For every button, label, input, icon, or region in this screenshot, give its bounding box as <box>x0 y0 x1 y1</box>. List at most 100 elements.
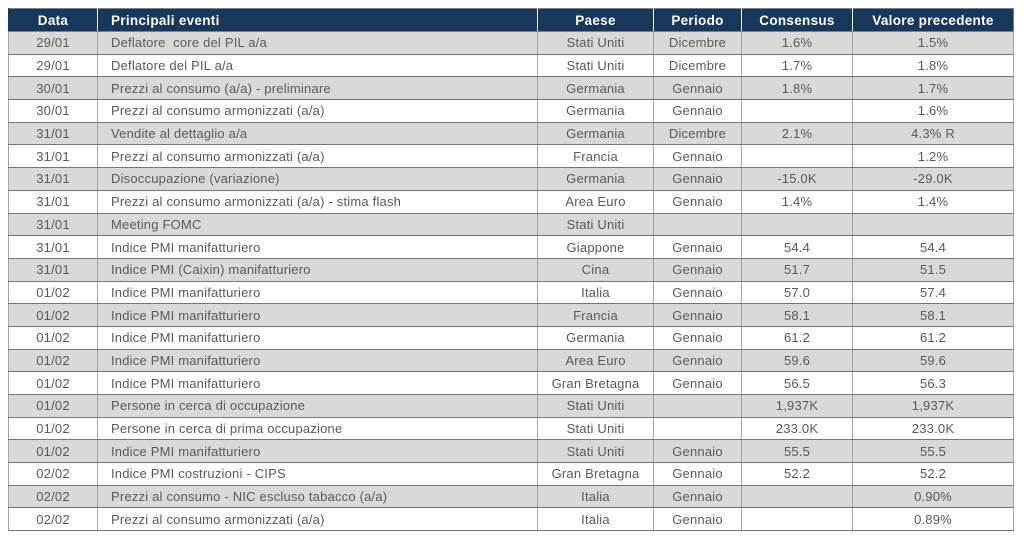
table-row: 01/02 Indice PMI manifatturiero Gran Breta… <box>8 371 1014 395</box>
table-row: 30/01 Prezzi al consumo (a/a) - prelimina… <box>8 76 1014 101</box>
cell-data: 30/01 <box>8 76 98 101</box>
cell-consensus: 61.2 <box>741 325 853 350</box>
cell-consensus: 57.0 <box>741 280 853 305</box>
cell-valore: 1.6% <box>852 99 1014 123</box>
cell-data: 31/01 <box>8 144 98 169</box>
cell-data: 01/02 <box>8 325 98 350</box>
cell-periodo: Dicembre <box>653 53 742 78</box>
cell-valore: 0.90% <box>852 484 1014 509</box>
cell-periodo: Gennaio <box>653 507 742 532</box>
cell-evento: Prezzi al consumo armonizzati (a/a) - st… <box>97 189 538 214</box>
cell-periodo: Gennaio <box>653 144 742 169</box>
cell-paese: Germania <box>537 167 654 191</box>
table-row: 31/01 Meeting FOMC Stati Uniti <box>8 212 1014 237</box>
cell-valore: 59.6 <box>852 348 1014 373</box>
cell-valore: -29.0K <box>852 167 1014 191</box>
cell-consensus: 1.4% <box>741 189 853 214</box>
cell-consensus <box>741 484 853 509</box>
cell-consensus: 58.1 <box>741 303 853 327</box>
cell-paese: Italia <box>537 507 654 532</box>
table-row: 01/02 Indice PMI manifatturiero Stati Unit… <box>8 439 1014 464</box>
cell-consensus: 1.6% <box>741 31 853 55</box>
cell-consensus <box>741 144 853 169</box>
cell-valore: 61.2 <box>852 325 1014 350</box>
cell-evento: Deflatore core del PIL a/a <box>97 31 538 55</box>
cell-valore: 1,937K <box>852 394 1014 418</box>
cell-evento: Prezzi al consumo - NIC escluso tabacco … <box>97 484 538 509</box>
cell-data: 29/01 <box>8 53 98 78</box>
cell-valore <box>852 212 1014 237</box>
cell-paese: Stati Uniti <box>537 416 654 441</box>
column-header-data: Data <box>8 8 98 32</box>
cell-data: 01/02 <box>8 303 98 327</box>
table-row: 30/01 Prezzi al consumo armonizzati (a/a)… <box>8 99 1014 123</box>
cell-consensus: 56.5 <box>741 371 853 395</box>
cell-paese: Francia <box>537 144 654 169</box>
table-row: 02/02 Prezzi al consumo armonizzati (a/a)… <box>8 507 1014 532</box>
cell-evento: Indice PMI manifatturiero <box>97 303 538 327</box>
cell-periodo: Gennaio <box>653 462 742 486</box>
cell-valore: 56.3 <box>852 371 1014 395</box>
cell-evento: Vendite al dettaglio a/a <box>97 121 538 146</box>
cell-periodo: Gennaio <box>653 76 742 101</box>
cell-valore: 1.2% <box>852 144 1014 169</box>
cell-valore: 51.5 <box>852 257 1014 282</box>
cell-valore: 1.8% <box>852 53 1014 78</box>
table-row: 01/02 Persone in cerca di prima occupazio… <box>8 416 1014 441</box>
cell-paese: Germania <box>537 121 654 146</box>
cell-evento: Indice PMI manifatturiero <box>97 325 538 350</box>
cell-evento: Persone in cerca di occupazione <box>97 394 538 418</box>
table-row: 01/02 Indice PMI manifatturiero Germania Ge… <box>8 325 1014 350</box>
cell-evento: Prezzi al consumo (a/a) - preliminare <box>97 76 538 101</box>
column-header-valore: Valore precedente <box>852 8 1014 32</box>
column-header-evento: Principali eventi <box>97 8 538 32</box>
cell-evento: Persone in cerca di prima occupazione <box>97 416 538 441</box>
cell-consensus <box>741 99 853 123</box>
table-row: 01/02 Indice PMI manifatturiero Francia Gen… <box>8 303 1014 327</box>
cell-valore: 1.4% <box>852 189 1014 214</box>
cell-consensus <box>741 507 853 532</box>
cell-periodo: Gennaio <box>653 235 742 259</box>
cell-evento: Indice PMI manifatturiero <box>97 371 538 395</box>
cell-valore: 57.4 <box>852 280 1014 305</box>
table-row: 29/01 Deflatore del PIL a/a Stati Uniti Dic… <box>8 53 1014 78</box>
cell-paese: Germania <box>537 325 654 350</box>
table-header: Data Principali eventi Paese Periodo Con… <box>8 8 1014 32</box>
cell-paese: Germania <box>537 76 654 101</box>
cell-data: 02/02 <box>8 484 98 509</box>
cell-consensus: 1.7% <box>741 53 853 78</box>
cell-data: 01/02 <box>8 348 98 373</box>
cell-valore: 58.1 <box>852 303 1014 327</box>
table-row: 01/02 Persone in cerca di occupazione Stat… <box>8 394 1014 418</box>
cell-valore: 52.2 <box>852 462 1014 486</box>
cell-periodo <box>653 416 742 441</box>
cell-paese: Francia <box>537 303 654 327</box>
cell-consensus: 55.5 <box>741 439 853 464</box>
cell-data: 29/01 <box>8 31 98 55</box>
economic-calendar-table: Data Principali eventi Paese Periodo Con… <box>8 8 1014 532</box>
cell-paese: Area Euro <box>537 348 654 373</box>
cell-evento: Indice PMI manifatturiero <box>97 439 538 464</box>
cell-evento: Indice PMI manifatturiero <box>97 235 538 259</box>
cell-paese: Gran Bretagna <box>537 371 654 395</box>
cell-valore: 1.5% <box>852 31 1014 55</box>
table-row: 31/01 Vendite al dettaglio a/a Germania Dic… <box>8 121 1014 146</box>
cell-evento: Deflatore del PIL a/a <box>97 53 538 78</box>
cell-paese: Giappone <box>537 235 654 259</box>
cell-paese: Stati Uniti <box>537 53 654 78</box>
column-header-paese: Paese <box>537 8 654 32</box>
cell-valore: 0.89% <box>852 507 1014 532</box>
cell-evento: Indice PMI (Caixin) manifatturiero <box>97 257 538 282</box>
cell-periodo <box>653 394 742 418</box>
cell-periodo: Gennaio <box>653 439 742 464</box>
cell-valore: 4.3% R <box>852 121 1014 146</box>
cell-evento: Meeting FOMC <box>97 212 538 237</box>
cell-data: 31/01 <box>8 212 98 237</box>
cell-valore: 54.4 <box>852 235 1014 259</box>
cell-valore: 1.7% <box>852 76 1014 101</box>
cell-paese: Cina <box>537 257 654 282</box>
table-row: 01/02 Indice PMI manifatturiero Area Euro G… <box>8 348 1014 373</box>
cell-periodo: Gennaio <box>653 99 742 123</box>
cell-consensus: 2.1% <box>741 121 853 146</box>
cell-valore: 55.5 <box>852 439 1014 464</box>
